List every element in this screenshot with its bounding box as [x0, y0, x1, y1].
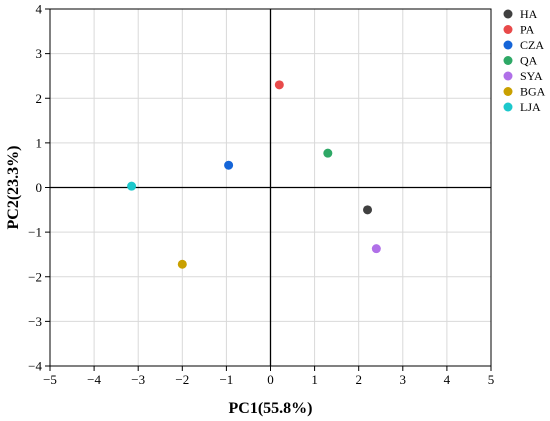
point-lja [127, 181, 137, 191]
legend-marker-sya [503, 71, 513, 81]
x-tick-label: −2 [175, 372, 189, 387]
y-tick-label: 3 [36, 46, 43, 61]
x-tick-label: −5 [43, 372, 57, 387]
x-tick-label: −4 [87, 372, 101, 387]
data-points [127, 80, 381, 269]
y-axis-label: PC2(23.3%) [5, 146, 22, 230]
legend-marker-bga [503, 87, 513, 96]
y-tick-label: 0 [36, 180, 43, 195]
x-tick-label: −3 [131, 372, 145, 387]
legend-label-bga: BGA [520, 85, 546, 99]
y-tick-label: 1 [36, 135, 43, 150]
point-pa [274, 80, 284, 90]
point-ha [363, 205, 373, 215]
legend-marker-pa [503, 25, 513, 34]
point-sya [371, 244, 381, 254]
legend-marker-cza [503, 40, 513, 50]
x-tick-label: −1 [219, 372, 233, 387]
point-cza [224, 160, 234, 170]
y-tick-label: −4 [28, 359, 42, 374]
legend-label-cza: CZA [520, 38, 544, 52]
x-tick-label: 4 [444, 372, 451, 387]
x-axis-label: PC1(55.8%) [229, 400, 313, 417]
point-qa [323, 148, 333, 158]
y-tick-label: 4 [36, 2, 43, 17]
legend-label-ha: HA [520, 7, 538, 21]
legend-marker-qa [503, 56, 513, 65]
legend-marker-ha [503, 9, 513, 19]
point-bga [177, 259, 187, 269]
legend-label-qa: QA [520, 54, 538, 68]
legend-marker-lja [503, 102, 513, 112]
x-tick-label: 1 [311, 372, 318, 387]
x-tick-label: 5 [488, 372, 495, 387]
legend-label-pa: PA [520, 23, 535, 37]
legend-label-sya: SYA [520, 69, 543, 83]
y-tick-label: −3 [28, 314, 42, 329]
x-tick-label: 2 [355, 372, 362, 387]
x-tick-label: 3 [400, 372, 407, 387]
legend-label-lja: LJA [520, 100, 541, 114]
y-tick-label: 2 [36, 91, 43, 106]
y-tick-label: −2 [28, 269, 42, 284]
y-tick-label: −1 [28, 225, 42, 240]
x-tick-label: 0 [267, 372, 274, 387]
